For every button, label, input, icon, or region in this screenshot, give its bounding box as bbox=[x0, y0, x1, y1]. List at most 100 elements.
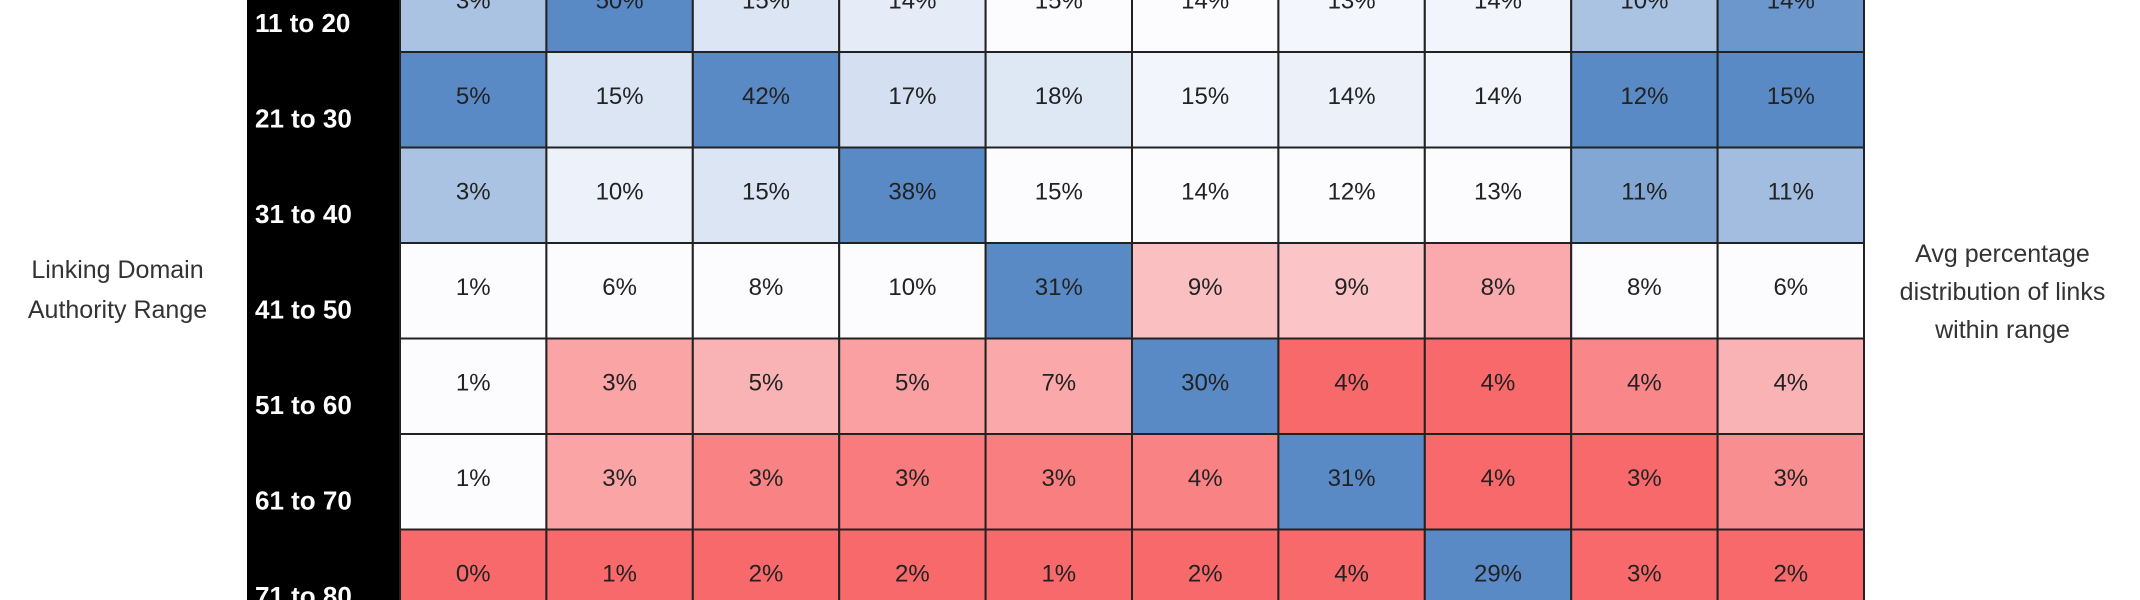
cell-label: 30% bbox=[1181, 370, 1229, 397]
right-label: Avg percentage distribution of links wit… bbox=[1899, 240, 2106, 344]
cell-label: 15% bbox=[742, 179, 790, 206]
y-label-box: Linking Domain Authority Range bbox=[27, 256, 208, 324]
cell-label: 50% bbox=[596, 0, 644, 15]
cell-label: 18% bbox=[1035, 83, 1083, 110]
heat-cell bbox=[1570, 337, 1719, 435]
cell-label: 2% bbox=[1773, 561, 1808, 588]
cell-label: 31% bbox=[1035, 274, 1083, 301]
row-label: 31 to 40 bbox=[255, 199, 352, 229]
heat-cell bbox=[1423, 242, 1573, 340]
cell-label: 31% bbox=[1328, 465, 1376, 492]
row-label: 71 to 80 bbox=[255, 581, 352, 600]
cell-label: 15% bbox=[1181, 83, 1229, 110]
heat-cell bbox=[1716, 528, 1865, 600]
cell-label: 4% bbox=[1334, 370, 1369, 397]
cell-label: 4% bbox=[1481, 465, 1516, 492]
heat-cell bbox=[1423, 146, 1573, 244]
cell-label: 42% bbox=[742, 83, 790, 110]
cell-label: 3% bbox=[1773, 465, 1808, 492]
cell-label: 15% bbox=[742, 0, 790, 15]
heat-cell bbox=[984, 337, 1133, 435]
cell-label: 1% bbox=[456, 465, 491, 492]
cell-label: 14% bbox=[1328, 83, 1376, 110]
cell-label: 14% bbox=[1474, 0, 1522, 15]
cell-label: 1% bbox=[1041, 561, 1076, 588]
cell-label: 1% bbox=[602, 561, 637, 588]
cell-label: 4% bbox=[1334, 561, 1369, 588]
cell-label: 4% bbox=[1627, 370, 1662, 397]
heat-cell bbox=[1131, 337, 1280, 435]
heat-cell bbox=[691, 146, 841, 244]
cell-label: 5% bbox=[456, 83, 491, 110]
cell-label: 3% bbox=[602, 465, 637, 492]
heat-cell bbox=[838, 528, 987, 600]
heat-cell bbox=[1570, 146, 1719, 244]
heat-cell bbox=[984, 146, 1133, 244]
cell-label: 4% bbox=[1481, 370, 1516, 397]
heat-cell bbox=[1716, 51, 1865, 149]
cell-label: 12% bbox=[1328, 179, 1376, 206]
cell-label: 14% bbox=[1181, 0, 1229, 15]
heat-cell bbox=[1277, 528, 1426, 600]
cell-label: 4% bbox=[1188, 465, 1223, 492]
cell-label: 14% bbox=[1474, 83, 1522, 110]
cell-label: 12% bbox=[1620, 83, 1668, 110]
cell-label: 8% bbox=[749, 274, 784, 301]
heat-cell bbox=[1716, 146, 1865, 244]
heat-cell bbox=[399, 337, 548, 435]
cell-label: 9% bbox=[1334, 274, 1369, 301]
heat-cell bbox=[984, 528, 1133, 600]
row-label: 41 to 50 bbox=[255, 295, 352, 325]
cell-label: 11% bbox=[1768, 179, 1814, 206]
cell-label: 38% bbox=[888, 179, 936, 206]
heat-cell bbox=[1423, 528, 1573, 600]
cell-label: 13% bbox=[1328, 0, 1376, 15]
cell-label: 29% bbox=[1474, 561, 1522, 588]
heat-cell bbox=[691, 0, 841, 53]
cell-label: 10% bbox=[888, 274, 936, 301]
cell-label: 3% bbox=[1627, 465, 1662, 492]
cell-label: 8% bbox=[1627, 274, 1662, 301]
row-label: 21 to 30 bbox=[255, 104, 352, 134]
cell-label: 5% bbox=[749, 370, 784, 397]
cell-label: 3% bbox=[456, 179, 491, 206]
heat-cell bbox=[1131, 242, 1280, 340]
cell-label: 3% bbox=[749, 465, 784, 492]
cell-label: 9% bbox=[1188, 274, 1223, 301]
heat-cell bbox=[1716, 0, 1865, 53]
heat-cell bbox=[984, 51, 1133, 149]
heat-cell bbox=[1716, 337, 1865, 435]
cell-label: 4% bbox=[1773, 370, 1808, 397]
heat-cell bbox=[691, 528, 841, 600]
cell-label: 13% bbox=[1474, 179, 1522, 206]
heat-cell bbox=[1423, 433, 1573, 531]
cell-label: 1% bbox=[456, 274, 491, 301]
cell-label: 14% bbox=[888, 0, 936, 15]
heat-cell bbox=[1570, 433, 1719, 531]
heat-cell bbox=[545, 337, 694, 435]
cell-label: 10% bbox=[1620, 0, 1668, 15]
cell-label: 15% bbox=[1767, 83, 1815, 110]
heat-cell bbox=[545, 51, 694, 149]
cell-label: 2% bbox=[749, 561, 784, 588]
heat-cell bbox=[691, 51, 841, 149]
heat-cell bbox=[1716, 433, 1865, 531]
cell-label: 14% bbox=[1767, 0, 1815, 15]
heat-cell bbox=[984, 242, 1133, 340]
cell-label: 3% bbox=[456, 0, 491, 15]
heat-cell bbox=[545, 242, 694, 340]
heat-cell bbox=[1716, 242, 1865, 340]
heat-cell bbox=[399, 528, 548, 600]
cell-label: 3% bbox=[895, 465, 930, 492]
cell-label: 15% bbox=[1035, 179, 1083, 206]
heat-cell bbox=[545, 0, 694, 53]
cell-label: 2% bbox=[1188, 561, 1223, 588]
heat-cell bbox=[1131, 0, 1280, 53]
cell-label: 11% bbox=[1621, 179, 1667, 206]
cell-label: 1% bbox=[456, 370, 491, 397]
y-label: Linking Domain Authority Range bbox=[27, 256, 208, 324]
cell-label: 8% bbox=[1481, 274, 1516, 301]
heat-cell bbox=[1131, 146, 1280, 244]
heat-cell bbox=[984, 433, 1133, 531]
heat-cell bbox=[1423, 337, 1573, 435]
